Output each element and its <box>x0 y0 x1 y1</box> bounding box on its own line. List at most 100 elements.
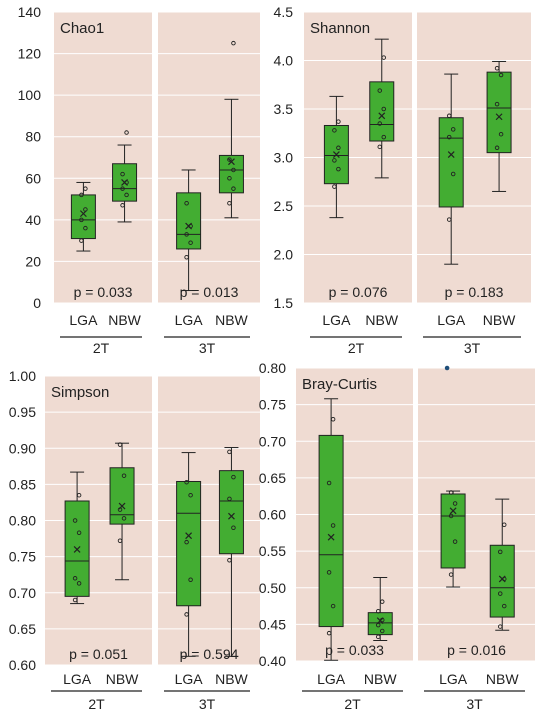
data-point <box>377 88 383 93</box>
y-tick-label: 0.95 <box>9 404 36 420</box>
box-iqr <box>64 500 90 597</box>
data-point <box>184 539 189 545</box>
mean-marker <box>376 617 384 625</box>
data-point <box>79 192 84 198</box>
data-point <box>231 525 236 530</box>
data-point <box>188 492 193 498</box>
data-point <box>446 113 452 119</box>
y-tick-label: 0.80 <box>9 513 36 529</box>
data-point <box>124 130 129 135</box>
data-point <box>332 184 337 189</box>
x-category-label: LGA <box>437 312 466 328</box>
y-tick-label: 0.45 <box>259 616 286 632</box>
p-value-label: p = 0.033 <box>74 284 133 300</box>
data-point <box>330 417 336 422</box>
data-point <box>448 490 454 495</box>
data-point <box>120 171 125 177</box>
data-point <box>188 240 193 245</box>
x-category-label: NBW <box>365 312 398 328</box>
data-point <box>381 134 387 140</box>
p-value-label: p = 0.051 <box>69 646 128 662</box>
mean-marker <box>185 532 193 540</box>
mean-marker <box>228 512 235 520</box>
box-iqr <box>176 480 202 607</box>
data-point <box>381 55 387 60</box>
y-tick-label: 100 <box>18 87 42 103</box>
x-category-label: LGA <box>175 312 204 328</box>
panel-background <box>158 12 260 303</box>
x-category-label: NBW <box>106 671 139 687</box>
box-iqr <box>218 470 244 555</box>
y-tick-label: 1.00 <box>9 368 36 384</box>
data-point <box>184 200 189 206</box>
data-point <box>72 576 78 581</box>
group-label: 2T <box>344 696 361 712</box>
data-point <box>79 217 84 223</box>
y-tick-label: 0.60 <box>259 507 286 523</box>
box-iqr <box>438 117 464 208</box>
y-tick-label: 120 <box>18 46 42 62</box>
group-label: 2T <box>88 696 105 712</box>
x-category-label: NBW <box>483 312 516 328</box>
group-label: 2T <box>93 340 110 356</box>
y-tick-label: 3.5 <box>274 101 294 117</box>
data-point <box>79 238 84 243</box>
data-point <box>330 523 336 528</box>
mean-marker <box>498 575 506 583</box>
data-point <box>377 121 383 126</box>
data-point <box>450 171 456 177</box>
x-category-label: NBW <box>486 671 519 687</box>
mean-marker <box>447 151 455 159</box>
data-point <box>227 449 232 455</box>
chart-title: Simpson <box>51 384 109 401</box>
data-point <box>336 166 341 172</box>
mean-marker <box>73 545 81 553</box>
data-point <box>501 603 507 609</box>
data-point <box>83 225 88 231</box>
data-point <box>83 186 88 191</box>
box-iqr <box>486 71 512 154</box>
y-tick-label: 4.5 <box>274 4 294 20</box>
box-iqr <box>369 81 395 142</box>
y-tick-label: 0.60 <box>9 657 36 673</box>
data-point <box>494 101 500 107</box>
x-category-label: LGA <box>175 671 204 687</box>
data-point <box>336 145 341 151</box>
data-point <box>76 530 82 536</box>
box-iqr <box>176 192 202 250</box>
mean-marker <box>185 222 193 230</box>
y-tick-label: 2.5 <box>274 198 294 214</box>
group-label: 3T <box>466 696 483 712</box>
p-value-label: p = 0.013 <box>180 284 239 300</box>
data-point <box>231 167 236 173</box>
data-point <box>497 591 503 596</box>
data-point <box>231 186 236 191</box>
data-point <box>184 479 189 485</box>
data-point <box>227 176 232 181</box>
data-point <box>375 634 381 640</box>
data-point <box>184 255 189 260</box>
data-point <box>227 200 232 206</box>
p-value-label: p = 0.016 <box>447 642 506 658</box>
data-point <box>120 203 125 208</box>
x-category-label: LGA <box>439 671 468 687</box>
chart-title: Chao1 <box>60 20 104 37</box>
data-point <box>72 518 78 523</box>
x-category-label: LGA <box>63 671 92 687</box>
y-tick-label: 0.50 <box>259 580 286 596</box>
y-tick-label: 4.0 <box>274 53 294 69</box>
chart-title: Shannon <box>310 20 370 37</box>
data-point <box>326 630 332 636</box>
data-point <box>121 516 127 521</box>
y-tick-label: 0.70 <box>9 585 36 601</box>
data-point <box>184 612 189 617</box>
mean-marker <box>79 210 87 218</box>
y-tick-label: 60 <box>25 170 41 186</box>
y-tick-label: 140 <box>18 4 42 20</box>
data-point <box>332 128 337 133</box>
p-value-label: p = 0.076 <box>329 284 388 300</box>
data-point <box>227 557 232 563</box>
data-point <box>326 480 332 486</box>
data-point <box>326 570 332 575</box>
